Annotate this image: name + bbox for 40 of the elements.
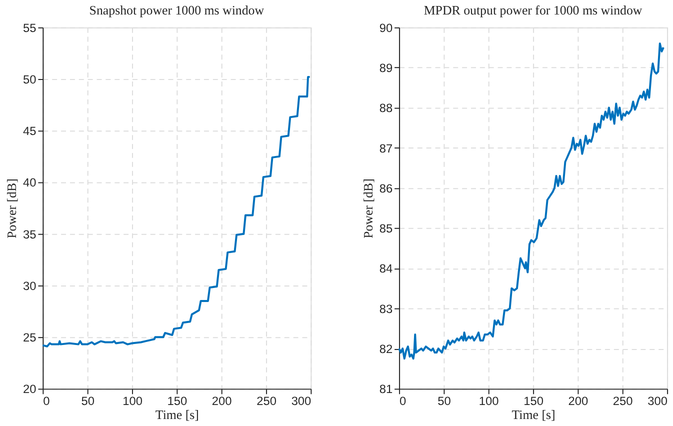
x-axis-title: Time [s]: [512, 408, 556, 422]
y-tick-label: 89: [379, 60, 393, 75]
y-tick-label: 83: [379, 302, 393, 316]
y-tick-label: 81: [379, 382, 393, 396]
line-series: [42, 76, 311, 348]
chart-title: Snapshot power 1000 ms window: [89, 3, 265, 18]
x-tick-label: 300: [291, 394, 312, 408]
x-tick-label: 250: [256, 394, 277, 408]
y-tick-label: 55: [22, 20, 37, 35]
y-axis-title: Power [dB]: [361, 178, 376, 238]
x-tick-label: 0: [400, 394, 407, 408]
x-tick-label: 200: [212, 394, 232, 408]
x-tick-label: 50: [81, 394, 95, 408]
y-tick-label: 86: [379, 181, 393, 196]
x-tick-label: 100: [122, 394, 143, 408]
x-axis-title: Time [s]: [155, 408, 199, 422]
y-tick-label: 84: [379, 262, 393, 276]
x-tick-label: 250: [612, 394, 634, 408]
x-tick-label: 50: [438, 394, 452, 408]
y-tick-label: 50: [22, 72, 37, 86]
x-tick-label: 300: [648, 394, 668, 408]
y-tick-label: 87: [379, 141, 393, 156]
x-tick-label: 150: [524, 394, 544, 408]
y-tick-label: 20: [22, 382, 37, 396]
y-tick-label: 88: [379, 101, 393, 116]
y-tick-label: 25: [22, 330, 37, 345]
x-tick-label: 150: [167, 394, 188, 408]
y-tick-label: 40: [22, 176, 37, 190]
y-tick-label: 82: [379, 342, 393, 356]
y-tick-label: 35: [22, 227, 37, 242]
y-tick-label: 90: [379, 20, 393, 35]
y-tick-label: 30: [22, 278, 37, 293]
x-tick-label: 0: [43, 394, 50, 408]
y-tick-label: 85: [379, 222, 393, 236]
x-tick-label: 100: [478, 394, 500, 408]
x-tick-label: 200: [568, 394, 589, 408]
y-tick-label: 45: [22, 124, 37, 138]
chart-title: MPDR output power for 1000 ms window: [424, 3, 643, 18]
y-axis-title: Power [dB]: [5, 178, 20, 238]
line-series: [398, 42, 664, 360]
